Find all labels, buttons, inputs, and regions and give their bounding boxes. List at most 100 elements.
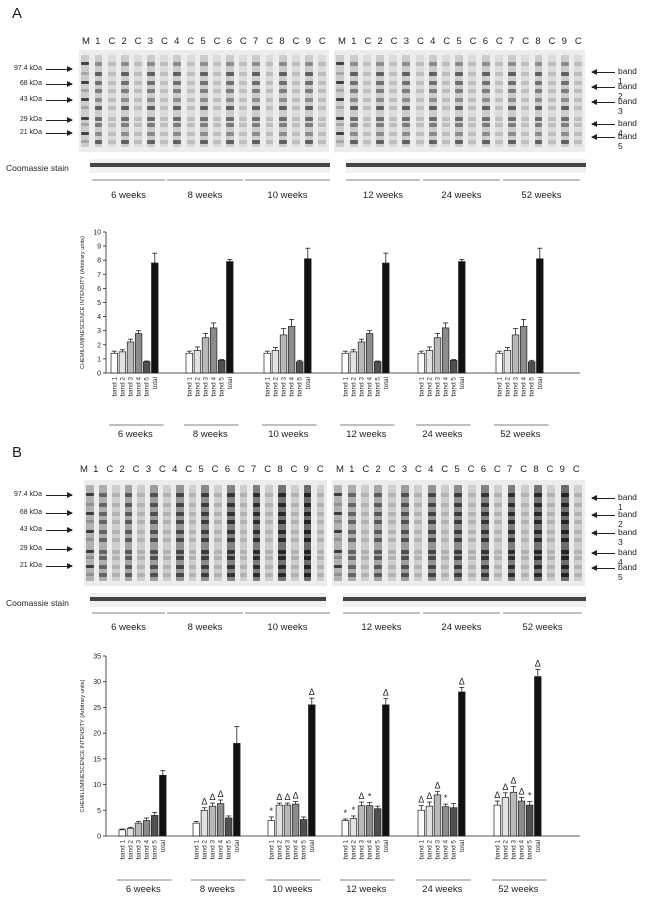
bar — [118, 829, 126, 837]
category-label: band 5 — [219, 377, 226, 397]
protein-band — [494, 106, 503, 111]
protein-band — [574, 511, 583, 516]
sample-lane — [415, 55, 424, 147]
protein-band — [455, 131, 464, 136]
protein-band — [137, 492, 146, 497]
protein-band — [173, 97, 182, 102]
category-label: band 5 — [527, 840, 534, 860]
protein-band — [137, 529, 146, 534]
protein-band — [336, 62, 345, 66]
protein-band — [212, 131, 221, 136]
protein-band — [521, 139, 530, 144]
arrowhead-icon — [591, 134, 597, 140]
protein-band — [454, 520, 463, 525]
protein-band — [305, 80, 313, 85]
protein-band — [534, 80, 543, 85]
protein-band — [111, 573, 120, 578]
protein-band — [547, 511, 556, 516]
protein-band — [494, 88, 503, 93]
protein-band — [86, 538, 94, 542]
marker-lane — [334, 485, 343, 581]
protein-band — [278, 123, 287, 128]
protein-band — [520, 529, 529, 534]
protein-band — [201, 529, 210, 534]
protein-band — [124, 520, 133, 525]
protein-band — [186, 72, 195, 77]
protein-band — [400, 573, 409, 578]
lane-label: 1 — [93, 464, 99, 475]
protein-band — [305, 123, 313, 128]
protein-band — [415, 131, 424, 136]
protein-band — [454, 538, 463, 543]
protein-band — [173, 131, 182, 136]
western-blot-b-left — [84, 480, 327, 586]
protein-band — [389, 106, 398, 111]
protein-band — [290, 538, 299, 543]
protein-band — [226, 564, 235, 569]
protein-band — [334, 511, 343, 515]
protein-band — [336, 117, 345, 121]
protein-band — [111, 538, 120, 543]
protein-band — [520, 556, 529, 561]
protein-band — [239, 573, 248, 578]
protein-band — [160, 131, 169, 136]
protein-band — [201, 549, 210, 554]
protein-band — [86, 520, 94, 524]
protein-band — [427, 538, 436, 543]
protein-band — [175, 503, 184, 508]
protein-band — [374, 503, 383, 508]
protein-band — [521, 123, 530, 128]
protein-band — [316, 492, 325, 497]
bar — [200, 809, 209, 837]
category-label: band 1 — [111, 377, 118, 397]
bar — [134, 822, 143, 837]
group-label: 24 weeks — [422, 429, 462, 440]
arrowhead-icon — [67, 563, 73, 569]
protein-band — [212, 97, 221, 102]
protein-band — [186, 117, 195, 122]
protein-band — [376, 72, 384, 77]
marker-lane — [86, 485, 94, 581]
protein-band — [362, 80, 371, 85]
bar — [495, 352, 503, 374]
protein-band — [124, 503, 133, 508]
protein-band — [150, 573, 158, 578]
category-label: band 1 — [264, 377, 271, 397]
protein-band — [160, 139, 169, 144]
protein-band — [389, 72, 398, 77]
protein-band — [278, 492, 286, 497]
lane-label: C — [416, 36, 424, 47]
protein-band — [347, 573, 356, 578]
protein-band — [188, 503, 197, 508]
protein-band — [239, 564, 248, 569]
protein-band — [290, 503, 299, 508]
protein-band — [574, 503, 583, 508]
protein-band — [278, 80, 287, 85]
protein-band — [467, 549, 476, 554]
sample-lane — [547, 55, 556, 147]
category-label: band 5 — [451, 840, 458, 860]
protein-band — [318, 62, 327, 67]
category-label: band 4 — [367, 840, 374, 860]
protein-band — [400, 538, 409, 543]
protein-band — [239, 97, 248, 102]
sample-lane — [199, 55, 208, 147]
protein-band — [427, 529, 436, 534]
bar — [151, 815, 159, 837]
protein-band — [507, 556, 516, 561]
protein-band — [507, 503, 516, 508]
lane-label: C — [362, 464, 370, 475]
bar — [216, 803, 225, 837]
protein-band — [574, 117, 583, 122]
category-label: band 4 — [211, 377, 218, 397]
protein-band — [107, 131, 116, 136]
band-label: band 3 — [618, 527, 637, 547]
protein-band — [455, 80, 464, 85]
category-label: band 4 — [144, 840, 151, 860]
protein-band — [349, 139, 358, 144]
protein-band — [212, 62, 221, 67]
protein-band — [134, 123, 142, 128]
arrowhead-icon — [591, 69, 597, 75]
protein-band — [150, 564, 158, 569]
protein-band — [226, 62, 234, 67]
